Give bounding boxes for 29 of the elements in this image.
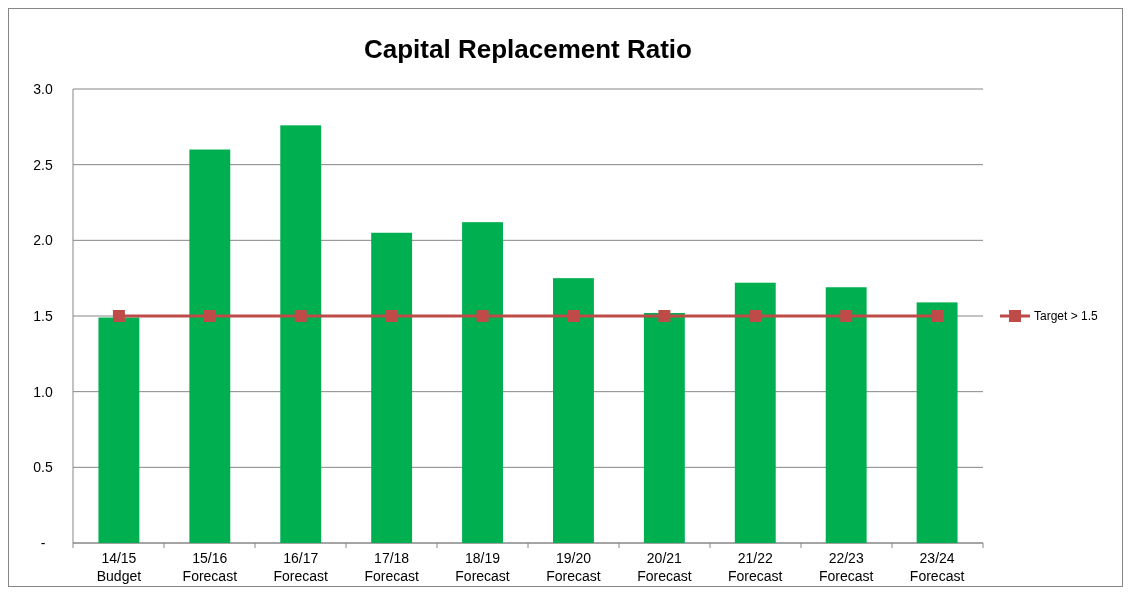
y-tick-label: 3.0 [33,80,53,97]
x-tick-label: 23/24 Forecast [909,550,965,584]
y-tick-label: 2.0 [33,232,53,249]
y-tick-label: - [40,534,46,551]
x-tick-label: 15/16 Forecast [182,550,238,584]
bar [734,282,776,543]
bar [371,232,413,543]
x-tick-label: 14/15 Budget [96,550,142,584]
chart-title: Capital Replacement Ratio [364,34,692,64]
bar [462,222,503,543]
y-tick-label: 1.5 [33,307,53,324]
x-tick-label: 19/20 Forecast [546,550,601,584]
bar [553,278,594,543]
legend-label: Target > 1.5 [1034,309,1099,324]
bar [280,125,322,543]
bar [825,287,867,543]
y-tick-label: 1.0 [33,383,53,400]
x-tick-label: 17/18 Forecast [364,550,419,584]
y-tick-label: 0.5 [33,459,53,476]
x-tick-label: 16/17 Forecast [273,550,329,584]
bar [916,302,958,543]
x-tick-label: 21/22 Forecast [728,550,783,584]
bar [98,317,140,543]
bar [189,149,231,543]
x-tick-label: 20/21 Forecast [637,550,692,584]
y-tick-label: 2.5 [33,156,53,173]
bar [643,312,685,543]
x-tick-label: 22/23 Forecast [818,550,874,584]
x-tick-label: 18/19 Forecast [455,550,510,584]
